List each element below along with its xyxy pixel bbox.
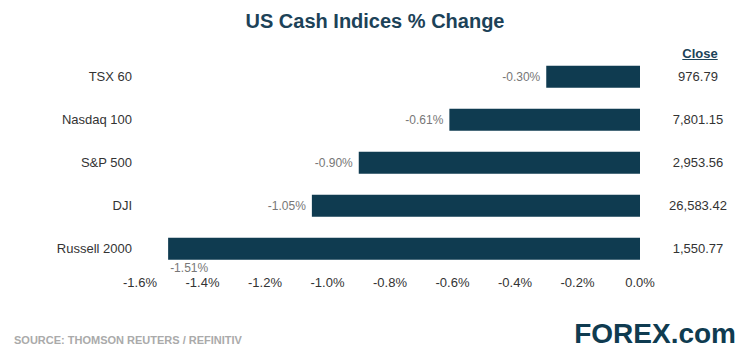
html-text:Close: Close bbox=[682, 46, 718, 61]
svg-text:-0.6%: -0.6% bbox=[436, 275, 470, 290]
svg-text:976.79: 976.79 bbox=[678, 69, 718, 84]
svg-text:-0.2%: -0.2% bbox=[561, 275, 595, 290]
svg-text:2,953.56: 2,953.56 bbox=[673, 155, 724, 170]
svg-text:-0.8%: -0.8% bbox=[373, 275, 407, 290]
svg-text:Russell 2000: Russell 2000 bbox=[57, 241, 132, 256]
svg-text:-1.6%: -1.6% bbox=[123, 275, 157, 290]
html-text:SOURCE: THOMSON REUTERS / REFI: SOURCE: THOMSON REUTERS / REFINITIV bbox=[14, 334, 242, 346]
svg-text:-1.4%: -1.4% bbox=[186, 275, 220, 290]
svg-text:0.0%: 0.0% bbox=[625, 275, 655, 290]
svg-text:-0.90%: -0.90% bbox=[315, 156, 353, 170]
html-text:FOREX.com: FOREX.com bbox=[574, 318, 736, 349]
svg-text:-1.0%: -1.0% bbox=[311, 275, 345, 290]
html-text:US Cash Indices % Change: US Cash Indices % Change bbox=[245, 10, 505, 32]
svg-text:TSX 60: TSX 60 bbox=[89, 69, 132, 84]
svg-text:26,583.42: 26,583.42 bbox=[669, 198, 727, 213]
svg-text:1,550.77: 1,550.77 bbox=[673, 241, 724, 256]
svg-text:Nasdaq 100: Nasdaq 100 bbox=[62, 112, 132, 127]
svg-text:-0.30%: -0.30% bbox=[502, 70, 540, 84]
svg-text:-1.51%: -1.51% bbox=[170, 261, 208, 275]
svg-text:-1.2%: -1.2% bbox=[248, 275, 282, 290]
svg-text:7,801.15: 7,801.15 bbox=[673, 112, 724, 127]
svg-text:-0.61%: -0.61% bbox=[405, 113, 443, 127]
svg-text:S&P 500: S&P 500 bbox=[81, 155, 132, 170]
svg-text:DJI: DJI bbox=[113, 198, 133, 213]
svg-text:-0.4%: -0.4% bbox=[498, 275, 532, 290]
svg-text:-1.05%: -1.05% bbox=[268, 199, 306, 213]
